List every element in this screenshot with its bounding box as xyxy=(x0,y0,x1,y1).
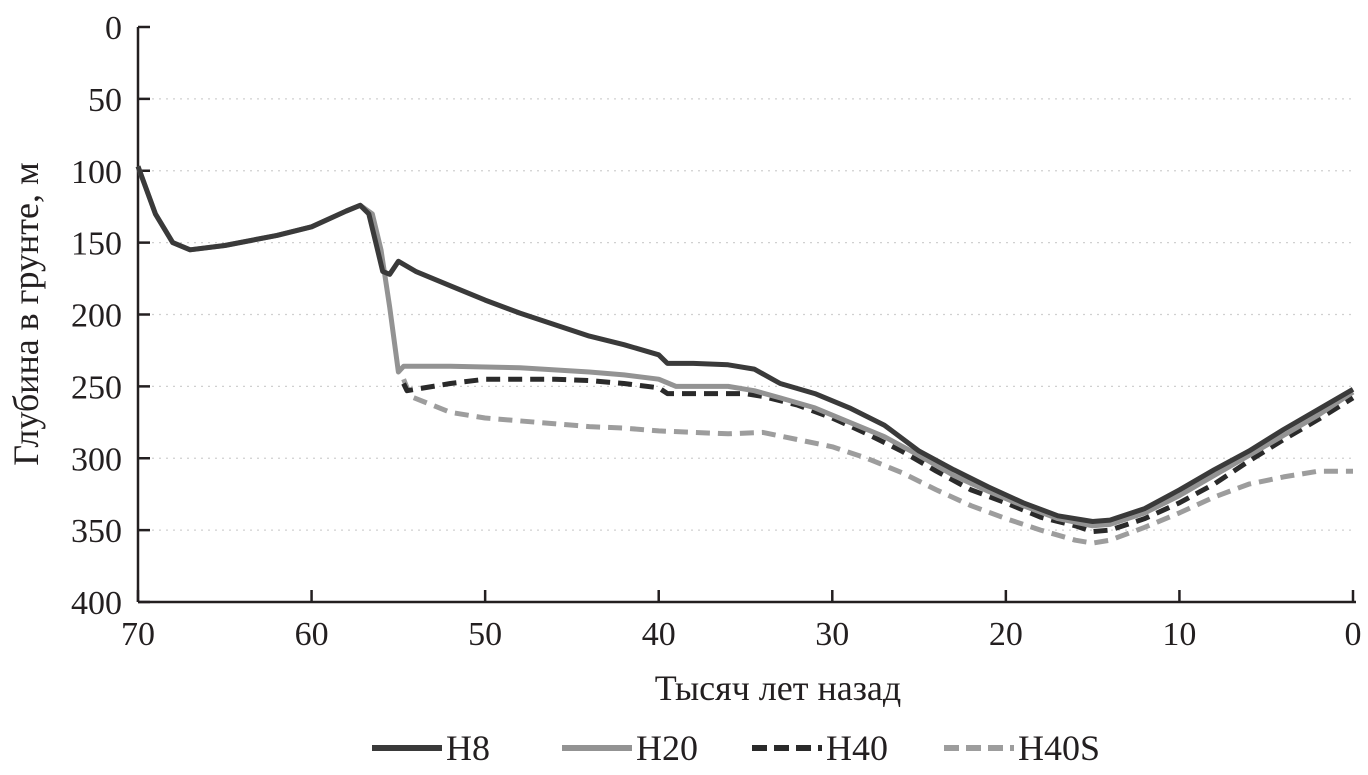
series-line-h8 xyxy=(135,165,1355,524)
legend-label-h8: H8 xyxy=(446,728,490,768)
x-tick-label: 10 xyxy=(1162,616,1196,653)
legend-label-h40s: H40S xyxy=(1018,728,1100,768)
y-tick-label: 250 xyxy=(71,369,122,406)
y-ticks: 0 50 100 150 200 250 300 350 400 xyxy=(71,10,150,622)
y-tick-label: 50 xyxy=(88,82,122,119)
grid xyxy=(138,98,1353,531)
series-line-h40 xyxy=(401,376,1355,535)
x-tick-label: 30 xyxy=(815,616,849,653)
y-tick-label: 200 xyxy=(71,298,122,335)
x-ticks: 70 60 50 40 30 20 10 0 xyxy=(121,590,1362,653)
x-tick-label: 60 xyxy=(295,616,329,653)
x-tick-label: 40 xyxy=(642,616,676,653)
legend: H8 H20 H40 H40S xyxy=(372,728,1100,768)
x-axis-title: Тысяч лет назад xyxy=(655,668,901,708)
x-tick-label: 70 xyxy=(121,616,155,653)
y-tick-label: 0 xyxy=(105,10,122,47)
x-tick-label: 50 xyxy=(468,616,502,653)
y-tick-label: 150 xyxy=(71,226,122,263)
y-tick-label: 350 xyxy=(71,513,122,550)
y-tick-label: 100 xyxy=(71,154,122,191)
y-axis-title: Глубина в грунте, м xyxy=(6,162,46,465)
x-tick-label: 0 xyxy=(1345,616,1362,653)
x-tick-label: 20 xyxy=(989,616,1023,653)
y-tick-label: 400 xyxy=(71,585,122,622)
legend-label-h20: H20 xyxy=(636,728,698,768)
series-lines xyxy=(135,165,1355,546)
series-line-h40s xyxy=(401,378,1353,546)
legend-label-h40: H40 xyxy=(826,728,888,768)
y-tick-label: 300 xyxy=(71,441,122,478)
